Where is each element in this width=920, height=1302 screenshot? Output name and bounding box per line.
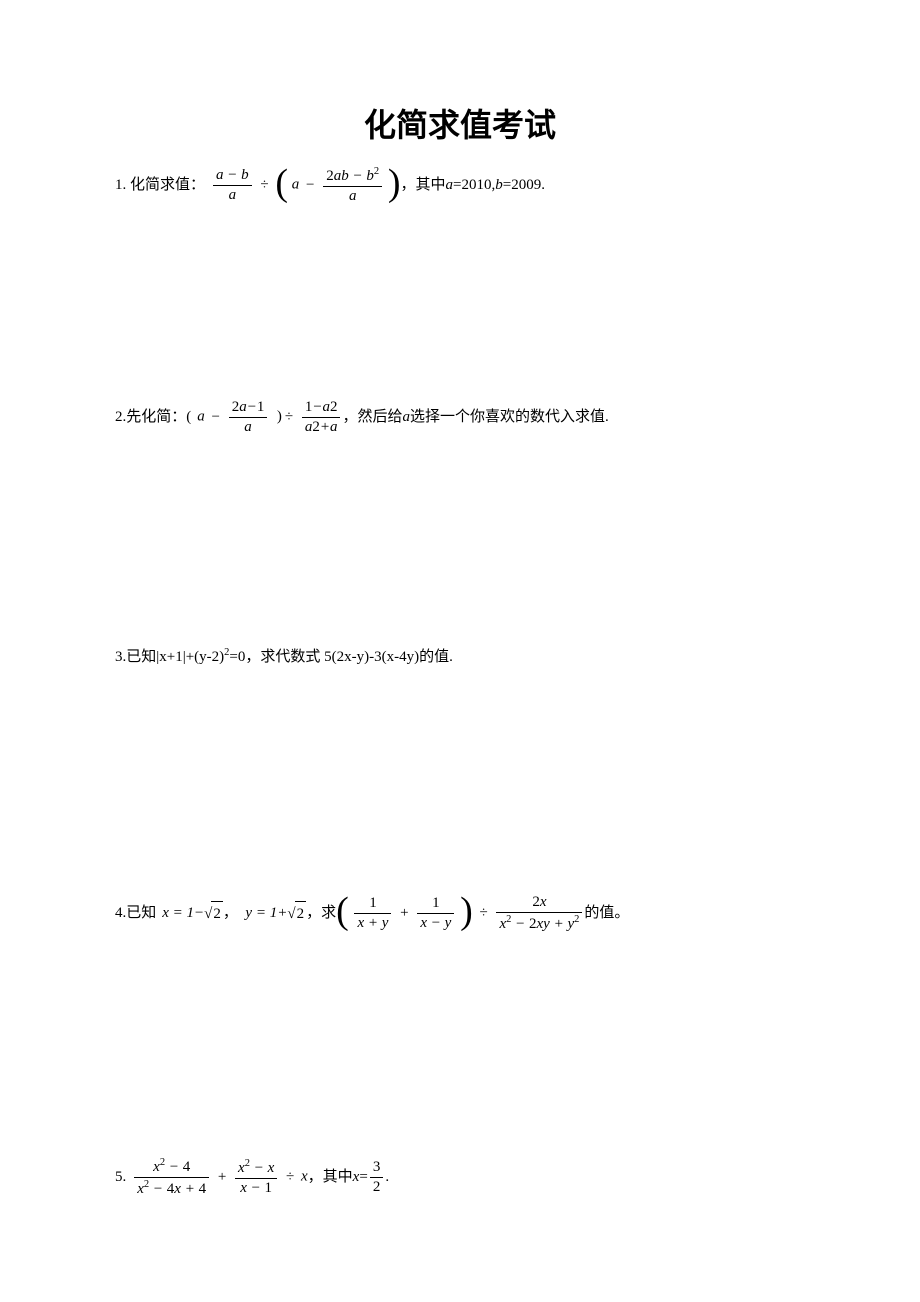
- problem-5-fracden: 2: [370, 1178, 384, 1196]
- problem-1: 1. 化简求值： a − b a ÷ ( a − 2ab − b2 a ) ，其…: [115, 166, 805, 204]
- problem-5: 5. x2 − 4 x2 − 4x + 4 + x2 − x x − 1 ÷ x…: [115, 1157, 805, 1197]
- problem-4-xeq: x = 1−: [162, 901, 204, 925]
- problem-2-label: 2.先化简：(: [115, 405, 191, 429]
- problem-4-yeq: y = 1+: [245, 901, 287, 925]
- sqrt-icon: 2: [287, 901, 306, 926]
- problem-1-label: 1. 化简求值：: [115, 173, 205, 197]
- problem-1-bval: =2009.: [503, 173, 545, 197]
- problem-5-tail: ，其中: [308, 1165, 353, 1189]
- problem-5-x: x: [353, 1165, 360, 1189]
- problem-3: 3.已知|x+1|+(y-2)2=0，求代数式 5(2x-y)-3(x-4y)的…: [115, 645, 805, 669]
- problem-1-a: a: [446, 173, 454, 197]
- problem-4-expr: ( 1 x + y + 1 x − y ) ÷ 2x x2 − 2xy + y2: [336, 894, 584, 932]
- problem-4-tail: 的值。: [584, 901, 629, 925]
- problem-1-aval: =2010,: [453, 173, 495, 197]
- problem-1-expr: a − b a ÷ ( a − 2ab − b2 a ): [211, 166, 401, 204]
- problem-2-tail: ，然后给: [342, 405, 402, 429]
- problem-4-comma: ，: [223, 901, 238, 925]
- problem-4-label: 4.已知: [115, 901, 156, 925]
- problem-2: 2.先化简：( a − 2a−1 a )÷ 1−a2 a2+a ，然后给 a 选…: [115, 399, 805, 435]
- problem-4: 4.已知 x = 1− 2 ， y = 1+ 2 ，求 ( 1 x + y + …: [115, 894, 805, 932]
- problem-5-fracnum: 3: [370, 1159, 384, 1178]
- problem-5-expr: x2 − 4 x2 − 4x + 4 + x2 − x x − 1 ÷ x: [132, 1157, 307, 1197]
- problem-5-label: 5.: [115, 1165, 126, 1189]
- problem-2-expr: a − 2a−1 a )÷ 1−a2 a2+a: [197, 399, 342, 435]
- problem-2-a2: a: [402, 405, 410, 429]
- problem-2-tail2: 选择一个你喜欢的数代入求值.: [410, 405, 609, 429]
- sqrt-icon: 2: [204, 901, 223, 926]
- problem-1-b: b: [495, 173, 503, 197]
- problem-4-mid: ，求: [306, 901, 336, 925]
- problem-1-tail: ，其中: [401, 173, 446, 197]
- problem-5-eq: =: [359, 1165, 367, 1189]
- page-title: 化简求值考试: [115, 100, 805, 146]
- problem-5-period: .: [385, 1165, 389, 1189]
- problem-3-text2: =0，求代数式 5(2x-y)-3(x-4y)的值.: [229, 649, 452, 665]
- problem-3-text: 3.已知|x+1|+(y-2): [115, 649, 224, 665]
